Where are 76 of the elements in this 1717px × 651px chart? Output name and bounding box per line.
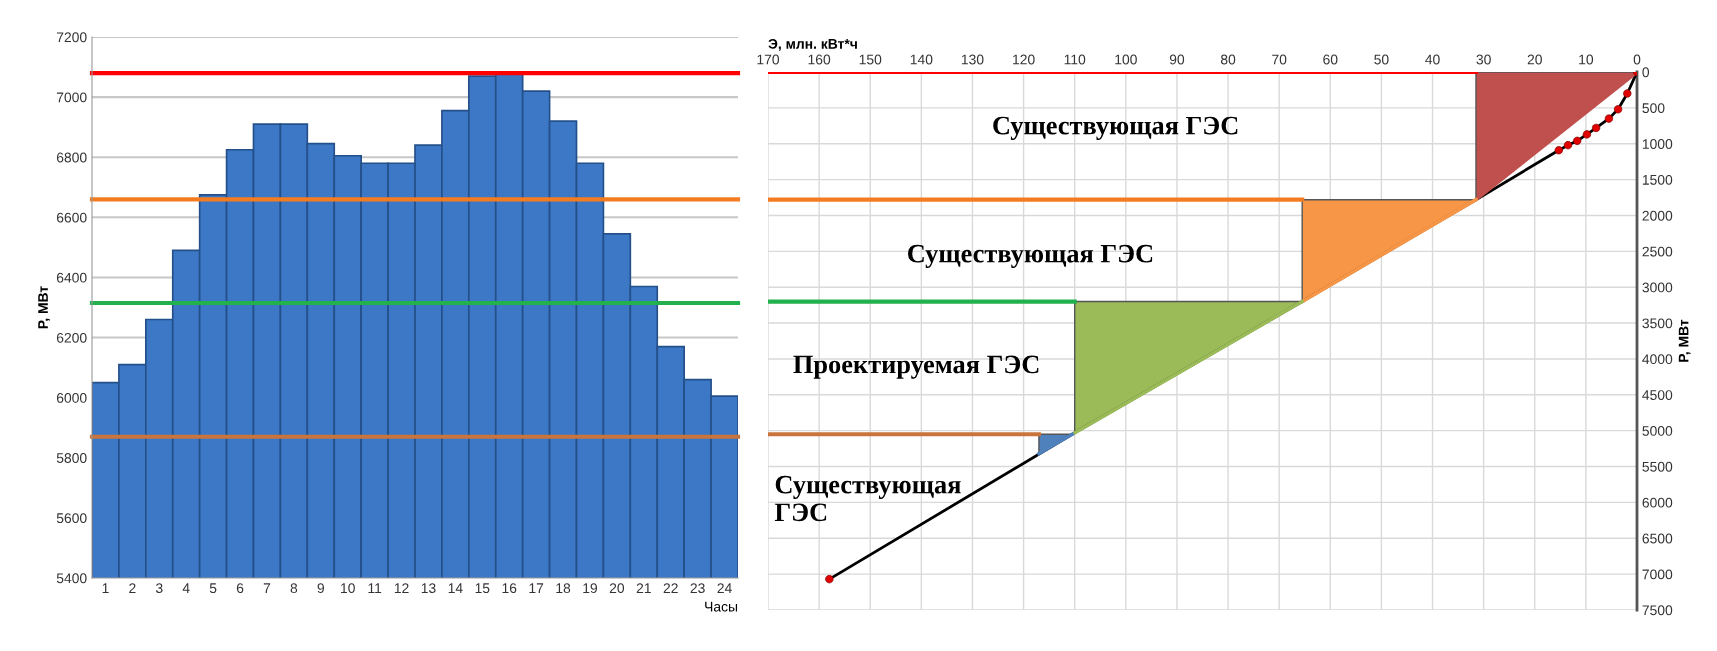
y-tick-label: 6500 [1642,533,1673,544]
y-tick-label: 1000 [1642,139,1673,149]
x-tick-label: 40 [1425,54,1440,65]
x-tick-label: 24 [717,583,732,593]
annotation: Существующая ГЭС [908,244,1153,268]
x-tick-label: 30 [1476,54,1491,65]
annotation: Существующая ГЭС [774,475,961,522]
x-tick-label: 13 [421,583,436,594]
x-tick-label: 5 [209,583,217,594]
x-tick-label: 7 [263,583,271,593]
x-tick-label: 0 [1633,54,1641,65]
y-tick-label: 6400 [56,272,87,283]
y-tick-label: 5000 [1642,426,1673,436]
y-tick-label: 6000 [1642,497,1673,508]
x-tick-label: 19 [583,583,598,594]
y-tick-label: 6200 [56,332,87,343]
x-tick-label: 16 [502,583,517,594]
y-tick-label: 0 [1642,67,1650,78]
x-tick-label: 12 [394,583,409,593]
y-tick-label: 1500 [1642,174,1673,185]
x-tick-label: 100 [1115,54,1137,65]
y-tick-label: 2000 [1642,210,1673,221]
x-tick-label: 9 [317,583,324,594]
x-tick-label: 140 [910,54,933,65]
y-tick-label: 6800 [56,152,87,163]
x-tick-label: 8 [290,583,298,594]
x-tick-label: 1 [102,583,109,593]
x-tick-label: 14 [448,583,463,593]
y-tick-label: 3000 [1642,282,1673,293]
x-tick-label: 17 [529,583,544,593]
y-tick-label: 3500 [1642,318,1673,329]
x-tick-label: 11 [368,583,382,593]
y-tick-label: 7000 [1642,569,1673,580]
x-tick-label: 23 [690,583,705,594]
x-tick-label: 4 [182,583,190,593]
x-tick-label: 2 [129,583,136,593]
y-tick-label: 5800 [56,453,87,463]
x-tick-label: 60 [1323,54,1338,65]
x-tick-label: 160 [808,54,831,65]
y-tick-label: 7000 [56,92,87,103]
x-tick-label: 18 [556,583,571,594]
annotation: Проектируемая ГЭС [793,355,1039,379]
x-tick-label: 20 [1527,54,1542,65]
x-axis-title: Часы [705,601,738,612]
x-tick-label: 110 [1064,54,1086,65]
x-axis-title: Э, млн. кВт*ч [768,38,857,51]
y-tick-label: 7500 [1642,605,1673,616]
x-tick-label: 22 [663,583,678,593]
y-axis-title: P, МВт [1678,319,1691,362]
x-tick-label: 150 [859,54,882,65]
annotation: Существующая ГЭС [993,116,1238,140]
x-tick-label: 6 [236,583,244,594]
x-tick-label: 120 [1013,54,1035,65]
x-tick-label: 21 [636,583,651,593]
x-tick-label: 130 [961,54,984,65]
y-tick-label: 6000 [56,393,87,403]
x-tick-label: 15 [475,583,490,594]
y-tick-label: 4000 [1642,354,1673,365]
y-tick-label: 4500 [1642,390,1673,400]
y-tick-label: 5400 [56,573,87,584]
x-tick-label: 80 [1220,54,1236,65]
x-tick-label: 10 [1579,54,1594,65]
y-tick-label: 7200 [56,32,87,43]
y-tick-label: 5500 [1642,461,1673,472]
x-tick-label: 20 [609,583,625,594]
x-tick-label: 3 [155,583,163,594]
x-tick-label: 70 [1272,54,1287,65]
y-tick-label: 2500 [1642,246,1673,257]
y-tick-label: 6600 [56,212,87,223]
x-tick-label: 90 [1169,54,1185,65]
x-tick-label: 10 [341,583,355,594]
x-tick-label: 50 [1374,54,1389,65]
y-tick-label: 500 [1642,103,1665,114]
y-tick-label: 5600 [56,513,87,524]
y-axis-title: P, МВт [38,286,50,329]
x-tick-label: 170 [757,54,780,65]
